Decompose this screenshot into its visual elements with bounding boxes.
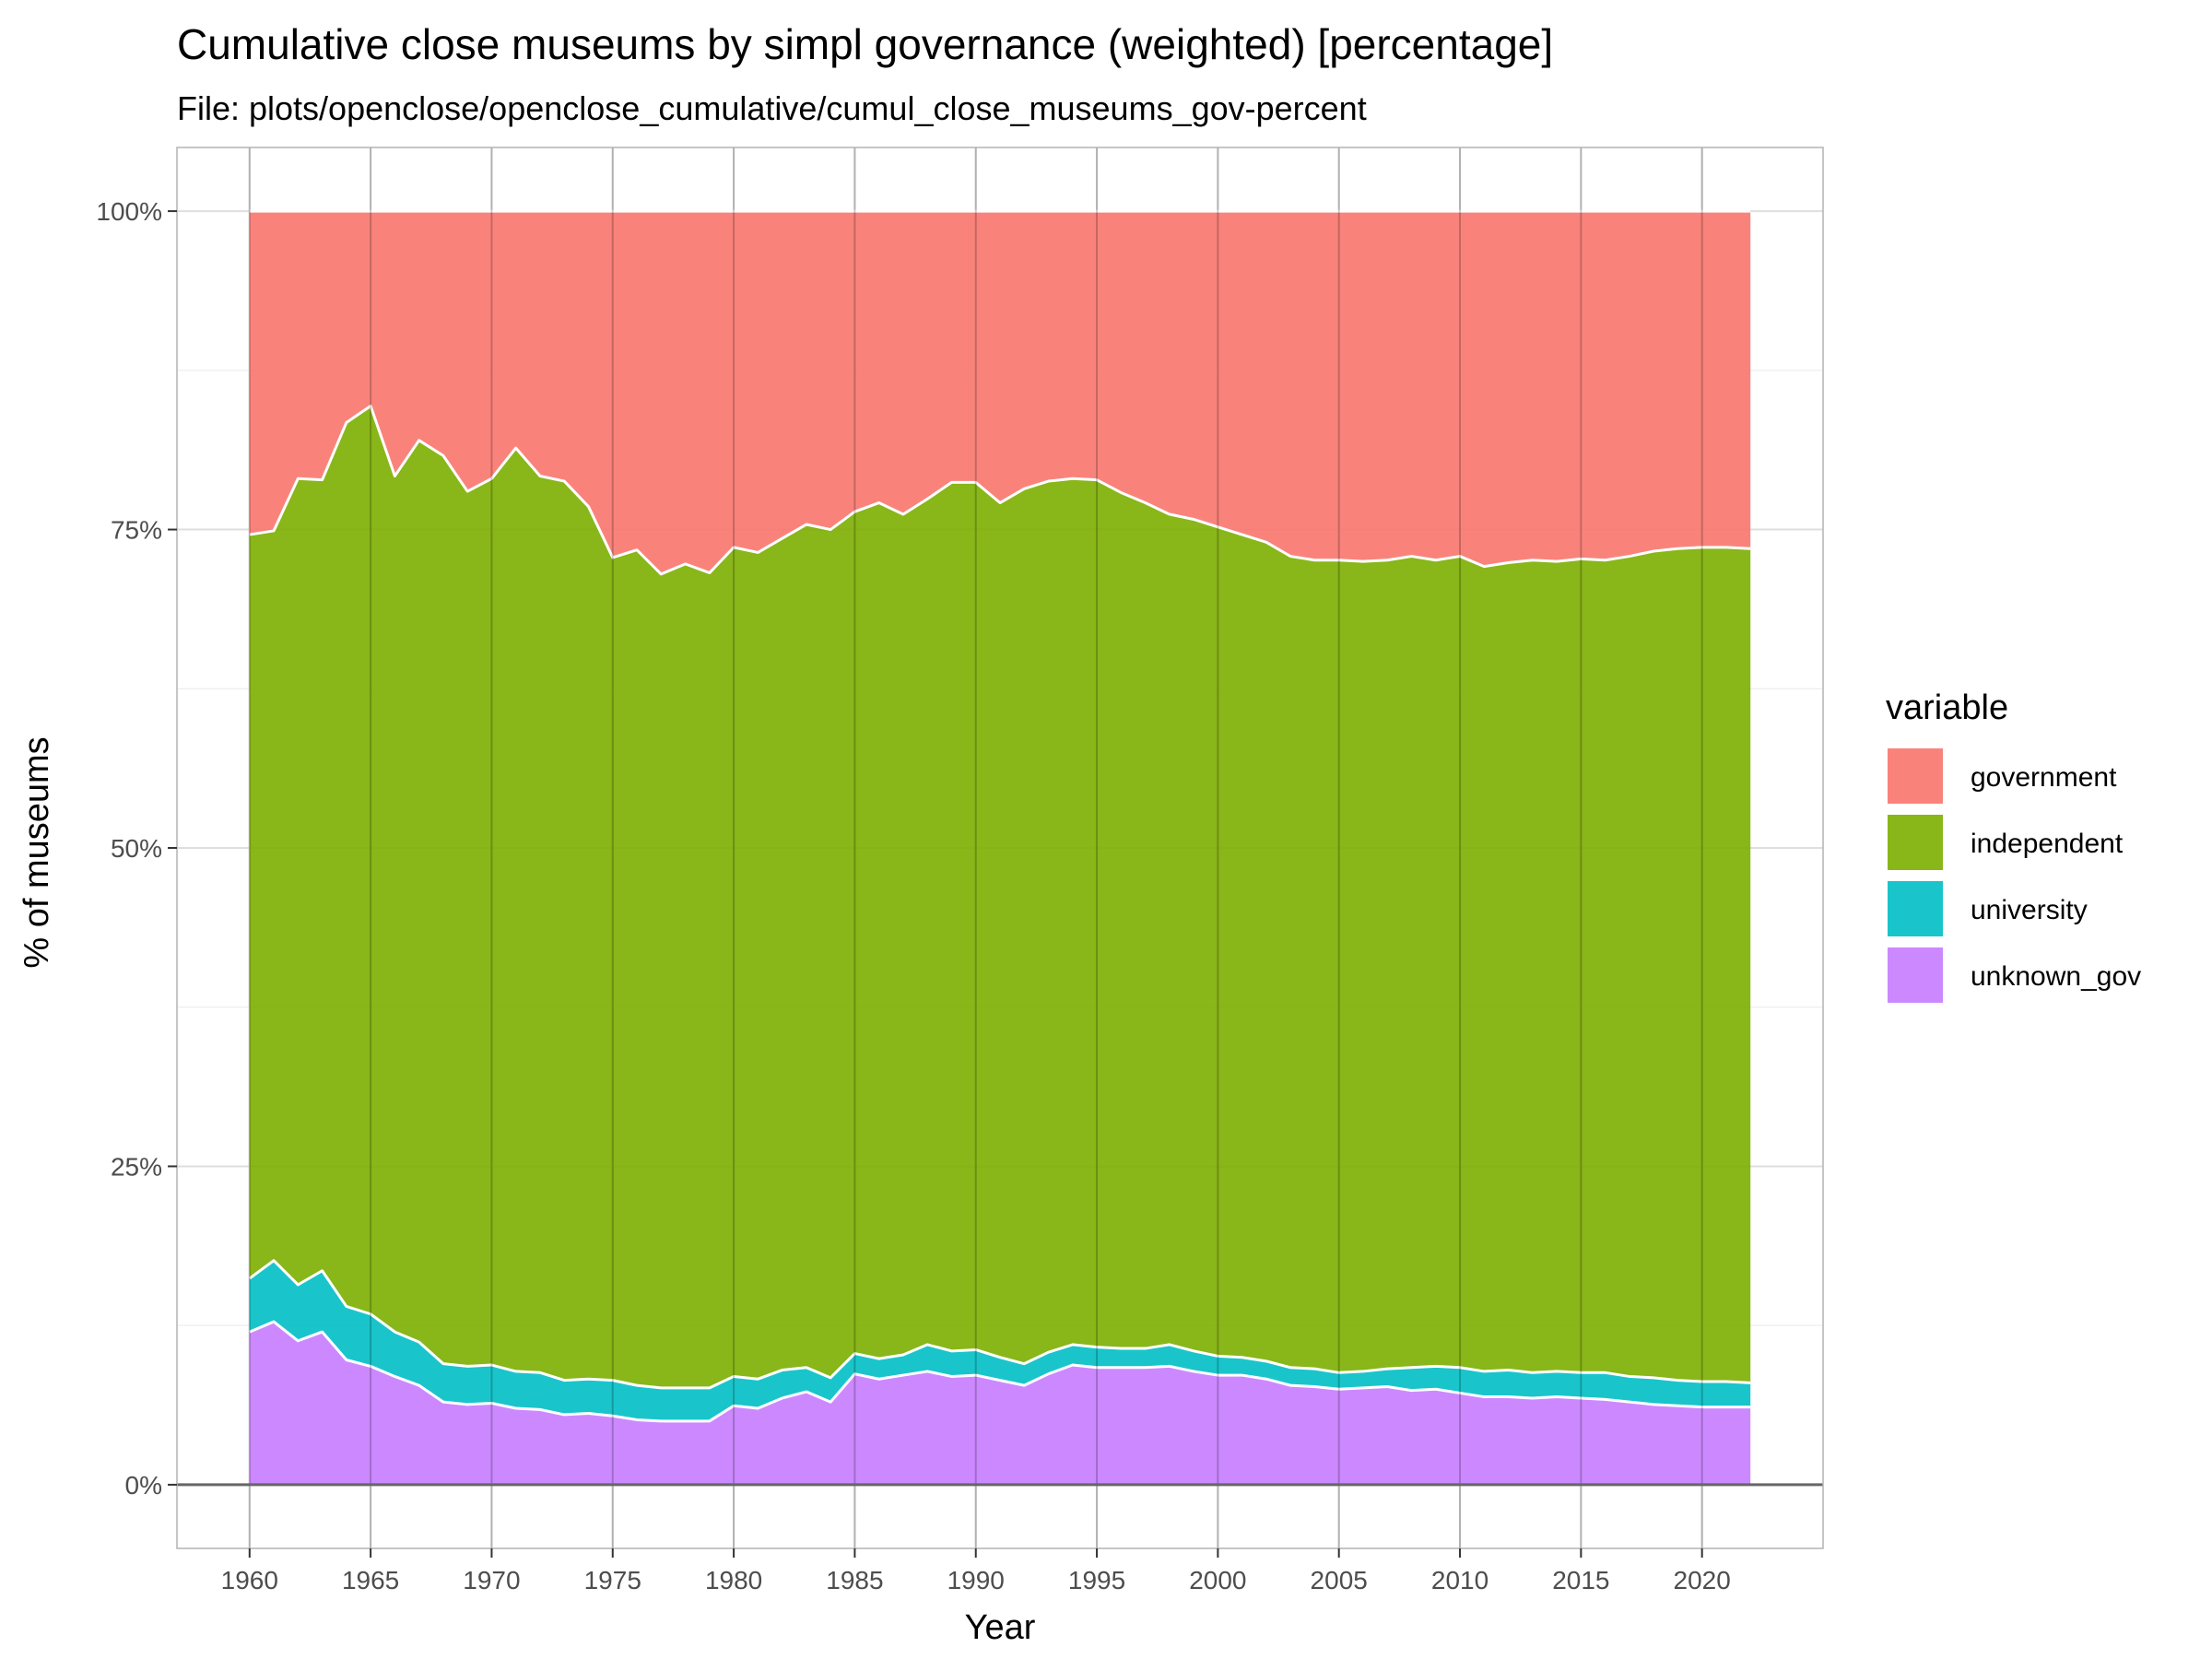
- x-tick-label: 2000: [1189, 1566, 1246, 1594]
- plot-panel: [176, 147, 1824, 1549]
- x-tick-label: 1975: [584, 1566, 641, 1594]
- x-tick-label: 2010: [1431, 1566, 1488, 1594]
- chart-subtitle: File: plots/openclose/openclose_cumulati…: [177, 89, 1367, 127]
- area-university: [249, 1260, 1751, 1421]
- y-axis-title: % of museums: [18, 736, 56, 968]
- legend-label-independent: independent: [1971, 829, 2124, 859]
- area-unknown_gov: [249, 1322, 1751, 1485]
- x-tick-label: 1965: [342, 1566, 399, 1594]
- x-tick-label: 2005: [1311, 1566, 1368, 1594]
- legend-swatch-university: [1888, 881, 1943, 936]
- y-tick-label: 75%: [111, 516, 162, 545]
- legend-swatch-unknown_gov: [1888, 947, 1943, 1003]
- y-tick-label: 25%: [111, 1152, 162, 1181]
- legend: variable government independent university…: [1886, 688, 2141, 1003]
- legend-items: government independent university unknown_g…: [1888, 748, 2141, 1003]
- x-tick-label: 1985: [826, 1566, 883, 1594]
- boundary-line-unknown_gov: [249, 1320, 1751, 1423]
- x-tick-label: 1990: [947, 1566, 1005, 1594]
- boundary-line-independent: [249, 405, 1751, 576]
- x-axis: 1960 1965 1970 1975 1980 1985 1990 1995 2000 2005…: [221, 1548, 1731, 1594]
- y-tick-label: 100%: [96, 197, 162, 226]
- x-axis-title: Year: [965, 1608, 1036, 1647]
- area-government: [249, 211, 1751, 574]
- legend-label-unknown_gov: unknown_gov: [1971, 961, 2141, 992]
- chart-title: Cumulative close museums by simpl govern…: [177, 20, 1553, 68]
- x-tick-label: 2015: [1552, 1566, 1609, 1594]
- x-tick-label: 1960: [221, 1566, 278, 1594]
- area-series: [248, 209, 1751, 1485]
- legend-title: variable: [1886, 688, 2008, 727]
- vertical-grid-overlay: [248, 147, 1703, 1548]
- x-tick-label: 1980: [705, 1566, 762, 1594]
- legend-label-university: university: [1971, 895, 2088, 925]
- legend-swatch-government: [1888, 748, 1943, 804]
- y-tick-label: 50%: [111, 834, 162, 863]
- legend-swatch-independent: [1888, 815, 1943, 870]
- boundary-line-university: [248, 1259, 1751, 1390]
- x-tick-label: 1970: [463, 1566, 520, 1594]
- y-axis: 0% 25% 50% 75% 100%: [96, 197, 177, 1500]
- x-tick-label: 2020: [1674, 1566, 1731, 1594]
- x-tick-label: 1995: [1068, 1566, 1125, 1594]
- legend-label-government: government: [1971, 762, 2117, 793]
- area-independent: [249, 406, 1751, 1388]
- y-tick-label: 0%: [125, 1471, 162, 1500]
